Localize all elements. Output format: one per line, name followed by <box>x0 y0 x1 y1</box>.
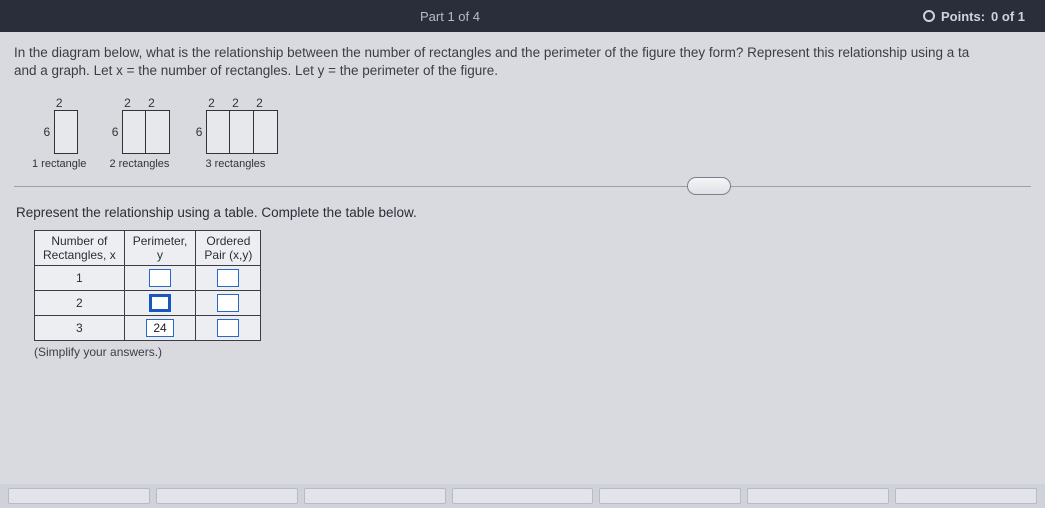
question-line-1: In the diagram below, what is the relati… <box>14 45 969 60</box>
figure-caption: 2 rectangles <box>109 158 169 170</box>
height-label: 6 <box>192 125 202 139</box>
width-label: 2 <box>223 96 247 110</box>
pair-input[interactable] <box>217 269 239 287</box>
width-label: 2 <box>115 96 139 110</box>
toolbar-slot[interactable] <box>599 488 741 504</box>
toolbar-slot[interactable] <box>156 488 298 504</box>
figure-caption: 1 rectangle <box>32 158 86 170</box>
table-row: 2 <box>35 291 261 316</box>
table-row: 1 <box>35 266 261 291</box>
rect <box>146 110 170 154</box>
points-icon <box>923 10 935 22</box>
perimeter-input[interactable] <box>149 269 171 287</box>
points-value: 0 of 1 <box>991 9 1025 24</box>
toolbar-slot[interactable] <box>895 488 1037 504</box>
answer-table: Number of Rectangles, x Perimeter, y Ord… <box>34 230 261 341</box>
width-label: 2 <box>47 96 71 110</box>
simplify-note: (Simplify your answers.) <box>34 345 1031 359</box>
quiz-header: Part 1 of 4 Points: 0 of 1 <box>0 0 1045 32</box>
x-cell: 2 <box>35 291 125 316</box>
height-label: 6 <box>108 125 118 139</box>
toolbar-slot[interactable] <box>747 488 889 504</box>
divider-handle[interactable] <box>687 177 731 195</box>
pair-input[interactable] <box>217 294 239 312</box>
points-indicator: Points: 0 of 1 <box>923 9 1025 24</box>
toolbar-slot[interactable] <box>452 488 594 504</box>
table-row: 3 24 <box>35 316 261 341</box>
col-header-y: Perimeter, y <box>124 231 196 266</box>
table-prompt: Represent the relationship using a table… <box>16 205 1031 220</box>
rectangle-diagram: 2 6 1 rectangle 2 2 6 2 rectangles <box>14 92 1031 180</box>
question-text: In the diagram below, what is the relati… <box>14 44 1031 80</box>
question-line-2: and a graph. Let x = the number of recta… <box>14 63 498 78</box>
perimeter-input[interactable] <box>149 294 171 312</box>
figure-2: 2 2 6 2 rectangles <box>108 96 170 170</box>
rect <box>54 110 78 154</box>
pair-input[interactable] <box>217 319 239 337</box>
height-label: 6 <box>40 125 50 139</box>
rect <box>254 110 278 154</box>
section-divider <box>14 186 1031 187</box>
bottom-toolbar <box>0 484 1045 508</box>
toolbar-slot[interactable] <box>304 488 446 504</box>
rect <box>230 110 254 154</box>
part-indicator: Part 1 of 4 <box>420 9 480 24</box>
col-header-x: Number of Rectangles, x <box>35 231 125 266</box>
question-body: In the diagram below, what is the relati… <box>0 32 1045 367</box>
figure-3: 2 2 2 6 3 rectangles <box>192 96 278 170</box>
rect <box>206 110 230 154</box>
rect <box>122 110 146 154</box>
col-header-pair: Ordered Pair (x,y) <box>196 231 261 266</box>
width-label: 2 <box>199 96 223 110</box>
figure-caption: 3 rectangles <box>205 158 265 170</box>
width-label: 2 <box>247 96 271 110</box>
figure-1: 2 6 1 rectangle <box>32 96 86 170</box>
x-cell: 1 <box>35 266 125 291</box>
points-label: Points: <box>941 9 985 24</box>
toolbar-slot[interactable] <box>8 488 150 504</box>
perimeter-input[interactable]: 24 <box>146 319 174 337</box>
x-cell: 3 <box>35 316 125 341</box>
width-label: 2 <box>139 96 163 110</box>
